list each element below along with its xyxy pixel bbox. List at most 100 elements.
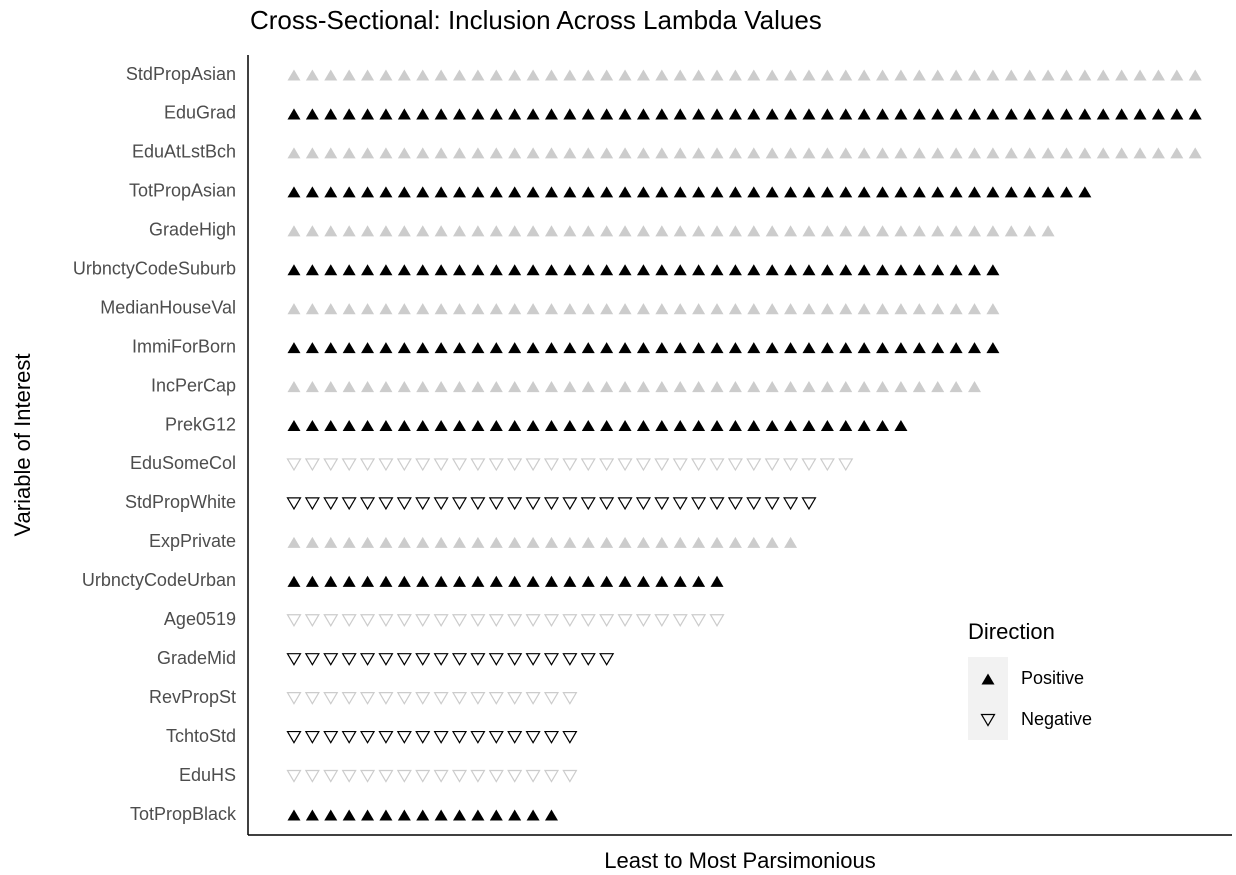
triangle-marker	[692, 420, 706, 432]
triangle-marker	[341, 497, 357, 511]
y-tick-label: StdPropAsian	[126, 64, 236, 84]
triangle-marker	[636, 342, 650, 354]
triangle-marker	[1078, 108, 1092, 120]
triangle-marker	[617, 614, 633, 627]
y-tick-label: UrbnctyCodeSuburb	[73, 258, 236, 278]
legend-marker	[981, 673, 995, 685]
triangle-marker	[508, 264, 522, 276]
triangle-marker	[378, 458, 394, 472]
triangle-marker	[323, 497, 339, 511]
triangle-marker	[692, 69, 706, 81]
triangle-marker	[747, 303, 761, 315]
triangle-marker	[526, 303, 540, 315]
triangle-marker	[618, 381, 632, 393]
y-tick-label: PrekG12	[165, 414, 236, 434]
triangle-marker	[655, 420, 669, 432]
triangle-marker	[857, 264, 871, 276]
triangle-marker	[765, 69, 779, 81]
triangle-marker	[397, 342, 411, 354]
triangle-marker	[563, 264, 577, 276]
triangle-marker	[525, 614, 541, 627]
triangle-marker	[618, 69, 632, 81]
triangle-marker	[563, 342, 577, 354]
triangle-marker	[655, 225, 669, 237]
triangle-marker	[324, 147, 338, 159]
triangle-marker	[563, 186, 577, 198]
triangle-marker	[489, 342, 503, 354]
triangle-marker	[581, 225, 595, 237]
triangle-marker	[489, 809, 503, 821]
triangle-marker	[526, 536, 540, 548]
triangle-marker	[728, 536, 742, 548]
triangle-marker	[710, 342, 724, 354]
triangle-marker	[508, 303, 522, 315]
triangle-marker	[857, 342, 871, 354]
triangle-marker	[324, 303, 338, 315]
triangle-marker	[857, 420, 871, 432]
triangle-marker	[416, 303, 430, 315]
y-tick-label: EduHS	[179, 765, 236, 785]
triangle-marker	[471, 147, 485, 159]
triangle-marker	[488, 653, 504, 666]
triangle-marker	[304, 692, 320, 705]
triangle-marker	[912, 342, 926, 354]
triangle-marker	[931, 342, 945, 354]
triangle-marker	[525, 769, 541, 783]
triangle-marker	[839, 420, 853, 432]
triangle-marker	[324, 108, 338, 120]
triangle-marker	[692, 225, 706, 237]
triangle-marker	[600, 575, 614, 587]
triangle-marker	[563, 575, 577, 587]
triangle-marker	[489, 420, 503, 432]
triangle-marker	[912, 225, 926, 237]
triangle-marker	[820, 303, 834, 315]
triangle-marker	[728, 186, 742, 198]
triangle-marker	[1188, 108, 1202, 120]
triangle-marker	[801, 458, 817, 472]
triangle-marker	[305, 303, 319, 315]
triangle-marker	[433, 692, 449, 705]
legend-label: Negative	[1021, 709, 1092, 729]
triangle-marker	[1023, 69, 1037, 81]
triangle-marker	[342, 536, 356, 548]
triangle-marker	[415, 692, 431, 705]
y-tick-label: TotPropAsian	[129, 181, 236, 201]
triangle-marker	[470, 730, 486, 744]
triangle-marker	[728, 381, 742, 393]
legend-key-background	[968, 657, 1008, 740]
triangle-marker	[526, 420, 540, 432]
triangle-marker	[453, 536, 467, 548]
triangle-marker	[287, 809, 301, 821]
triangle-marker	[618, 536, 632, 548]
triangle-marker	[802, 303, 816, 315]
triangle-marker	[361, 264, 375, 276]
triangle-marker	[378, 614, 394, 627]
triangle-marker	[341, 653, 357, 666]
triangle-marker	[857, 303, 871, 315]
triangle-marker	[968, 264, 982, 276]
triangle-marker	[341, 730, 357, 744]
triangle-marker	[599, 497, 615, 511]
triangle-marker	[324, 186, 338, 198]
triangle-marker	[286, 692, 302, 705]
triangle-marker	[361, 381, 375, 393]
triangle-marker	[876, 108, 890, 120]
triangle-marker	[1096, 147, 1110, 159]
triangle-marker	[544, 69, 558, 81]
triangle-marker	[543, 692, 560, 705]
triangle-marker	[508, 342, 522, 354]
triangle-marker	[655, 264, 669, 276]
triangle-marker	[728, 225, 742, 237]
triangle-marker	[360, 692, 376, 705]
triangle-marker	[600, 147, 614, 159]
triangle-marker	[1096, 69, 1110, 81]
triangle-marker	[360, 769, 376, 783]
triangle-marker	[305, 108, 319, 120]
triangle-marker	[784, 186, 798, 198]
triangle-marker	[655, 303, 669, 315]
triangle-marker	[876, 420, 890, 432]
triangle-marker	[765, 225, 779, 237]
triangle-marker	[397, 69, 411, 81]
triangle-marker	[304, 614, 320, 627]
